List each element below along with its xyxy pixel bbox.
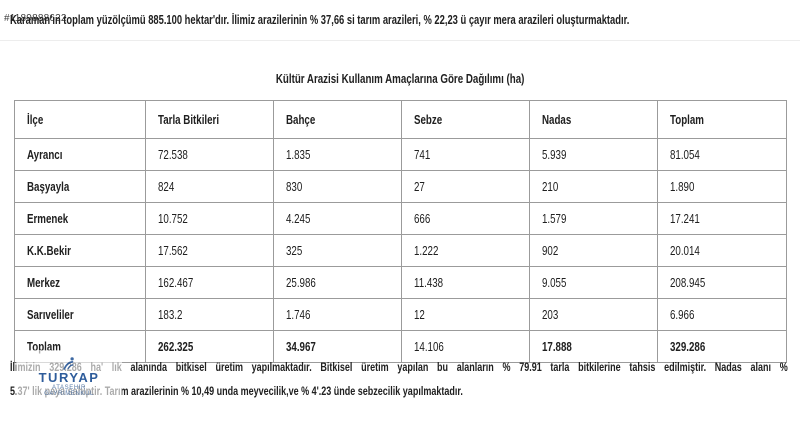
table-row: Ermenek 10.752 4.245 666 1.579 17.241 xyxy=(14,202,787,235)
district-name-cell: K.K.Bekir xyxy=(14,234,146,267)
value-cell: 1.222 xyxy=(401,234,530,267)
value-cell: 6.966 xyxy=(657,298,787,331)
value-cell: 27 xyxy=(401,170,530,203)
value-cell: 5.939 xyxy=(529,138,658,171)
value-cell: 830 xyxy=(273,170,402,203)
value-cell: 1.835 xyxy=(273,138,402,171)
listing-watermark-id: #1189888622 xyxy=(4,13,67,24)
land-distribution-table: İlçe Tarla Bitkileri Bahçe Sebze Nadas T… xyxy=(14,100,787,363)
district-name-cell: Ermenek xyxy=(14,202,146,235)
value-cell: 666 xyxy=(401,202,530,235)
column-header-bahce: Bahçe xyxy=(273,100,402,139)
column-header-nadas: Nadas xyxy=(529,100,658,139)
value-cell: 4.245 xyxy=(273,202,402,235)
value-cell: 10.752 xyxy=(145,202,274,235)
value-cell: 25.986 xyxy=(273,266,402,299)
turyap-figure-icon xyxy=(62,356,77,371)
intro-paragraph: Karaman'ın toplam yüzölçümü 885.100 hekt… xyxy=(10,13,630,27)
value-cell: 34.967 xyxy=(273,330,402,363)
turyap-logo-subtext-1: ATAŞEHİR xyxy=(52,385,86,392)
turyap-logo-subtext-2: GAYRİMENKUL xyxy=(44,391,94,398)
turyap-logo-text: TURYAP xyxy=(38,370,100,386)
header-row: İlçe Tarla Bitkileri Bahçe Sebze Nadas T… xyxy=(14,100,787,139)
value-cell: 210 xyxy=(529,170,658,203)
column-header-toplam: Toplam xyxy=(657,100,787,139)
value-cell: 162.467 xyxy=(145,266,274,299)
value-cell: 741 xyxy=(401,138,530,171)
value-cell: 1.746 xyxy=(273,298,402,331)
value-cell: 325 xyxy=(273,234,402,267)
district-name-cell: Merkez xyxy=(14,266,146,299)
value-cell: 11.438 xyxy=(401,266,530,299)
table-row: Ayrancı 72.538 1.835 741 5.939 81.054 xyxy=(14,138,787,171)
value-cell: 902 xyxy=(529,234,658,267)
column-header-ilce: İlçe xyxy=(14,100,146,139)
value-cell: 183.2 xyxy=(145,298,274,331)
value-cell: 1.579 xyxy=(529,202,658,235)
total-row: Toplam 262.325 34.967 14.106 17.888 329.… xyxy=(14,330,787,363)
district-name-cell: Ayrancı xyxy=(14,138,146,171)
column-header-sebze: Sebze xyxy=(401,100,530,139)
value-cell: 208.945 xyxy=(657,266,787,299)
value-cell: 9.055 xyxy=(529,266,658,299)
table-row: Başyayla 824 830 27 210 1.890 xyxy=(14,170,787,203)
column-header-tarla: Tarla Bitkileri xyxy=(145,100,274,139)
table-row: K.K.Bekir 17.562 325 1.222 902 20.014 xyxy=(14,234,787,267)
footer-line-1: İlimizin 329.286 ha' lık alanında bitkis… xyxy=(10,360,788,374)
turyap-watermark-logo: TURYAP ATAŞEHİR GAYRİMENKUL xyxy=(16,350,122,404)
value-cell: 81.054 xyxy=(657,138,787,171)
value-cell: 14.106 xyxy=(401,330,530,363)
value-cell: 824 xyxy=(145,170,274,203)
district-name-cell: Sarıveliler xyxy=(14,298,146,331)
value-cell: 12 xyxy=(401,298,530,331)
value-cell: 17.562 xyxy=(145,234,274,267)
header-divider xyxy=(0,40,800,41)
value-cell: 17.241 xyxy=(657,202,787,235)
page-title: Kültür Arazisi Kullanım Amaçlarına Göre … xyxy=(275,71,525,86)
value-cell: 17.888 xyxy=(529,330,658,363)
value-cell: 329.286 xyxy=(657,330,787,363)
value-cell: 1.890 xyxy=(657,170,787,203)
footer-line-2: 5.37' lik paya sahiptir. Tarım arazileri… xyxy=(10,384,463,398)
footer-paragraph: İlimizin 329.286 ha' lık alanında bitkis… xyxy=(10,355,800,403)
table-row: Sarıveliler 183.2 1.746 12 203 6.966 xyxy=(14,298,787,331)
table-row: Merkez 162.467 25.986 11.438 9.055 208.9… xyxy=(14,266,787,299)
value-cell: 262.325 xyxy=(145,330,274,363)
value-cell: 203 xyxy=(529,298,658,331)
district-name-cell: Başyayla xyxy=(14,170,146,203)
value-cell: 72.538 xyxy=(145,138,274,171)
value-cell: 20.014 xyxy=(657,234,787,267)
